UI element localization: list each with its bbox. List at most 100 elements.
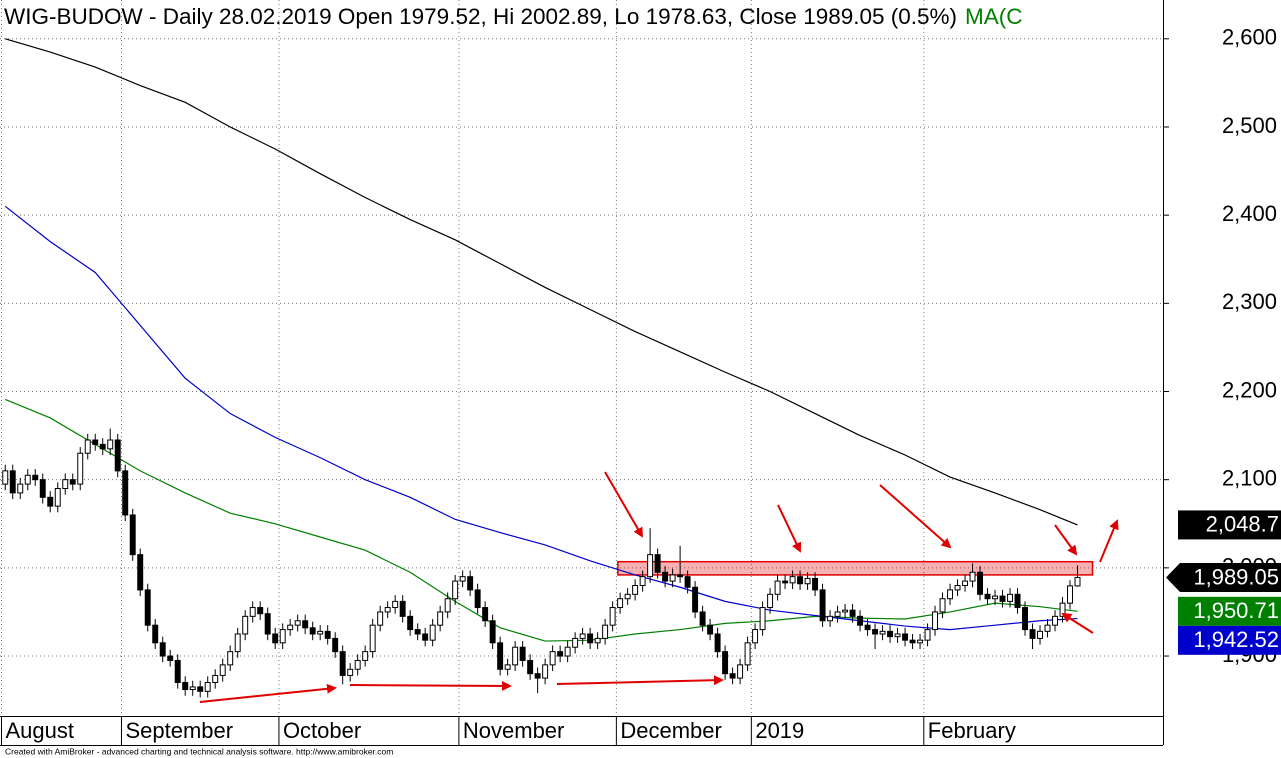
candle-body (519, 646, 526, 661)
candle-body (152, 624, 159, 644)
candle-body (752, 629, 759, 644)
candle-body (452, 580, 459, 600)
candle-body (887, 630, 894, 638)
arrow (777, 504, 802, 553)
candle-body (234, 633, 241, 653)
candle-body (459, 576, 466, 582)
arrow (1061, 612, 1094, 634)
x-tick-label: September (125, 718, 233, 743)
candle-body (632, 584, 639, 595)
x-tick-label: 2019 (755, 718, 804, 743)
candle-body (2, 470, 9, 485)
candle-body (737, 664, 744, 679)
candle-body (129, 514, 136, 556)
arrow (556, 675, 724, 686)
candle-body (174, 659, 181, 683)
arrow (199, 683, 337, 703)
candle-body (677, 574, 684, 578)
candle-body (639, 576, 646, 586)
candle-body (744, 642, 751, 666)
candle-body (617, 598, 624, 609)
y-tick-label: 2,600 (1222, 25, 1277, 50)
candle-body (392, 600, 399, 609)
price-label-box (1178, 510, 1281, 540)
candle-body (437, 611, 444, 626)
candle-body (939, 598, 946, 613)
candle-body (399, 600, 406, 617)
candle-body (774, 580, 781, 595)
y-tick-label: 2,300 (1222, 289, 1277, 314)
annotations (199, 471, 1119, 703)
candle-body (69, 479, 76, 485)
candle-body (812, 577, 819, 591)
candle-body (504, 664, 511, 670)
candle-body (722, 651, 729, 675)
chart-title: WIG-BUDOW - Daily 28.02.2019 Open 1979.5… (4, 4, 1023, 29)
candle-body (377, 611, 384, 626)
candle-body (167, 655, 174, 661)
candle-body (984, 593, 991, 600)
ma-line (5, 38, 1078, 526)
candle-body (647, 554, 654, 578)
candle-body (1074, 577, 1081, 587)
x-tick-label: November (463, 718, 564, 743)
price-label-box (1178, 596, 1281, 626)
candle-body (384, 607, 391, 613)
candle-body (497, 642, 504, 670)
candle-body (354, 659, 361, 670)
candle-body (849, 609, 856, 617)
candle-body (332, 637, 339, 653)
x-tick-label: August (5, 718, 74, 743)
candle-body (902, 633, 909, 641)
candle-body (1037, 630, 1044, 639)
candle-body (302, 620, 309, 629)
candle-body (47, 496, 54, 507)
candle-body (962, 580, 969, 586)
candle-body (947, 589, 954, 600)
candle-body (1029, 629, 1036, 639)
candle-body (474, 589, 481, 609)
candle-body (197, 686, 204, 692)
candle-body (39, 479, 46, 498)
candle-body (669, 574, 676, 582)
candle-body (144, 589, 151, 626)
candle-body (107, 439, 114, 450)
candle-body (909, 639, 916, 644)
candle-body (527, 659, 534, 675)
candle-body (654, 554, 661, 573)
candle-body (827, 615, 834, 622)
candle-body (857, 615, 864, 626)
candle-body (587, 633, 594, 644)
candle-body (977, 571, 984, 595)
y-tick-label: 2,400 (1222, 201, 1277, 226)
candle-body (692, 586, 699, 613)
ma-line (5, 398, 1078, 642)
ma-line (4, 205, 1078, 631)
candle-body (362, 651, 369, 661)
y-tick-label: 2,200 (1222, 377, 1277, 402)
price-label: 1,950.71 (1193, 598, 1279, 623)
candle-body (77, 452, 84, 485)
candle-body (594, 637, 601, 644)
candle-body (797, 576, 804, 585)
candle-body (767, 593, 774, 609)
y-tick-label: 2,500 (1222, 113, 1277, 138)
candle-body (189, 686, 196, 691)
candle-body (264, 613, 271, 635)
candle-body (1022, 607, 1029, 631)
price-label: 2,048.7 (1206, 512, 1279, 537)
candle-body (842, 609, 849, 613)
candle-body (624, 593, 631, 600)
candle-body (999, 595, 1006, 602)
candle-body (1014, 593, 1021, 609)
candle-body (542, 664, 549, 679)
candle-body (249, 607, 256, 617)
title-suffix: MA(C (965, 4, 1023, 29)
candle-body (369, 624, 376, 653)
candle-body (932, 611, 939, 631)
arrow (879, 484, 952, 549)
price-labels: 2,048.7 1,989.05 1,950.71 1,942.52 (1166, 510, 1281, 655)
candle-body (924, 629, 931, 641)
candle-body (114, 439, 121, 472)
